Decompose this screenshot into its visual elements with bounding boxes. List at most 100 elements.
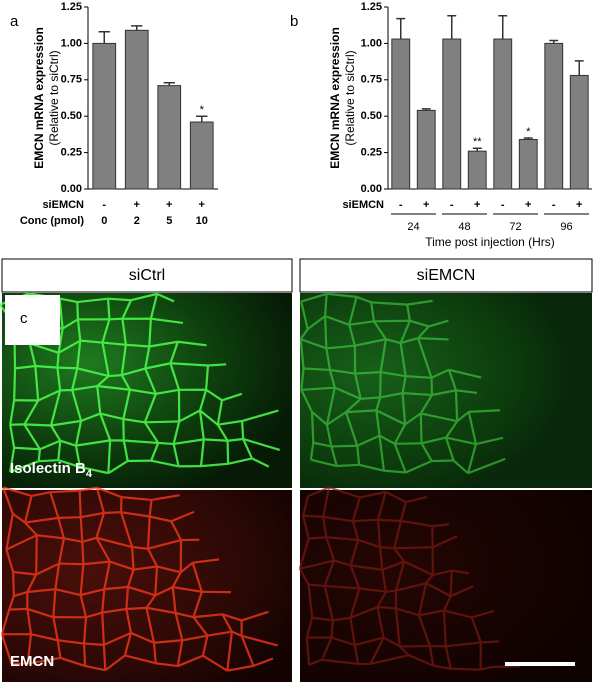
y-tick-label: 0.50 xyxy=(361,110,382,122)
vessel xyxy=(355,372,381,373)
x-tick-label: 5 xyxy=(166,215,172,227)
group-label: 72 xyxy=(509,221,521,233)
treatment-label: + xyxy=(166,199,172,211)
error-bar xyxy=(575,61,584,76)
row-label-subscript: 4 xyxy=(86,468,93,480)
x-tick-label: + xyxy=(423,199,429,211)
group-label: 24 xyxy=(407,221,419,233)
x-tick-label: + xyxy=(525,199,531,211)
vessel xyxy=(84,644,85,666)
x-tick-label: - xyxy=(552,199,556,211)
vessel xyxy=(309,537,327,538)
vessel xyxy=(158,443,173,444)
vessel xyxy=(50,491,79,493)
row-label: siEMCN xyxy=(342,199,384,211)
column-header: siEMCN xyxy=(417,267,476,284)
group-label: 48 xyxy=(458,221,470,233)
vessel xyxy=(126,608,146,609)
bar xyxy=(494,39,512,189)
vessel xyxy=(361,397,381,398)
vessel xyxy=(331,446,357,447)
vessel xyxy=(14,368,15,400)
vessel xyxy=(400,646,430,647)
panel-label: b xyxy=(290,13,298,30)
row-label: Isolectin B4 xyxy=(10,460,93,480)
vessel xyxy=(242,421,243,439)
row-label-text: Isolectin B xyxy=(10,460,86,477)
vessel xyxy=(81,517,83,542)
vessel xyxy=(481,641,499,642)
vessel xyxy=(418,338,449,339)
vessel xyxy=(204,439,228,440)
y-tick-label: 0.00 xyxy=(61,183,82,195)
vessel xyxy=(59,564,83,565)
vessel xyxy=(378,520,401,521)
vessel xyxy=(104,512,121,513)
treatment-label: + xyxy=(134,199,140,211)
vessel xyxy=(451,571,452,597)
panel-label: a xyxy=(10,13,19,30)
bar xyxy=(158,86,181,189)
bar xyxy=(570,75,588,189)
bar xyxy=(392,39,410,189)
y-axis-subtitle: (Relative to siCtrl) xyxy=(343,50,357,145)
vessel xyxy=(109,375,122,376)
vessel xyxy=(377,607,396,608)
x-tick-label: + xyxy=(474,199,480,211)
vessel xyxy=(337,465,359,466)
vessel xyxy=(108,299,109,320)
vessel xyxy=(80,491,81,518)
x-tick-label: + xyxy=(576,199,582,211)
column-header: siCtrl xyxy=(129,267,165,284)
vessel xyxy=(451,669,481,670)
vessel xyxy=(380,547,394,548)
panel-label-box xyxy=(5,295,60,345)
y-tick-label: 0.75 xyxy=(361,74,382,86)
x-tick-label: 10 xyxy=(196,215,208,227)
vessel xyxy=(36,535,37,574)
bar xyxy=(190,122,213,189)
error-bar xyxy=(131,26,142,30)
significance: * xyxy=(526,126,531,138)
y-tick-label: 1.25 xyxy=(61,1,82,13)
x-tick-label: - xyxy=(399,199,403,211)
vessel xyxy=(208,364,226,365)
significance: * xyxy=(200,104,205,116)
y-tick-label: 0.00 xyxy=(361,183,382,195)
vessel xyxy=(149,319,151,347)
bar xyxy=(519,139,537,189)
y-tick-label: 1.25 xyxy=(361,1,382,13)
vessel xyxy=(57,353,58,368)
vessel xyxy=(132,547,133,569)
error-bar xyxy=(196,116,207,122)
vessel xyxy=(432,460,454,461)
vessel xyxy=(395,443,422,444)
bar xyxy=(125,30,148,189)
vessel xyxy=(374,321,410,322)
vessel xyxy=(456,390,457,421)
row-label: EMCN xyxy=(10,653,54,670)
vessel xyxy=(24,424,51,425)
vessel xyxy=(421,413,422,443)
y-tick-label: 1.00 xyxy=(61,37,82,49)
vessel xyxy=(309,585,325,586)
bar xyxy=(468,151,486,189)
x-tick-label: 2 xyxy=(134,215,140,227)
treatment-label: + xyxy=(199,199,205,211)
x-tick-label: - xyxy=(450,199,454,211)
vessel xyxy=(77,302,78,319)
vessel xyxy=(9,609,27,610)
error-bar xyxy=(396,19,405,39)
vessel xyxy=(104,645,105,670)
vessel xyxy=(353,520,378,521)
y-tick-label: 0.25 xyxy=(61,147,82,159)
vessel xyxy=(14,448,40,449)
vessel xyxy=(325,316,326,348)
row-label: Conc (pmol) xyxy=(20,215,84,227)
vessel xyxy=(303,516,323,517)
group-label: 96 xyxy=(560,221,572,233)
y-tick-label: 1.00 xyxy=(361,37,382,49)
error-bar xyxy=(99,32,110,44)
vessel xyxy=(331,620,332,637)
